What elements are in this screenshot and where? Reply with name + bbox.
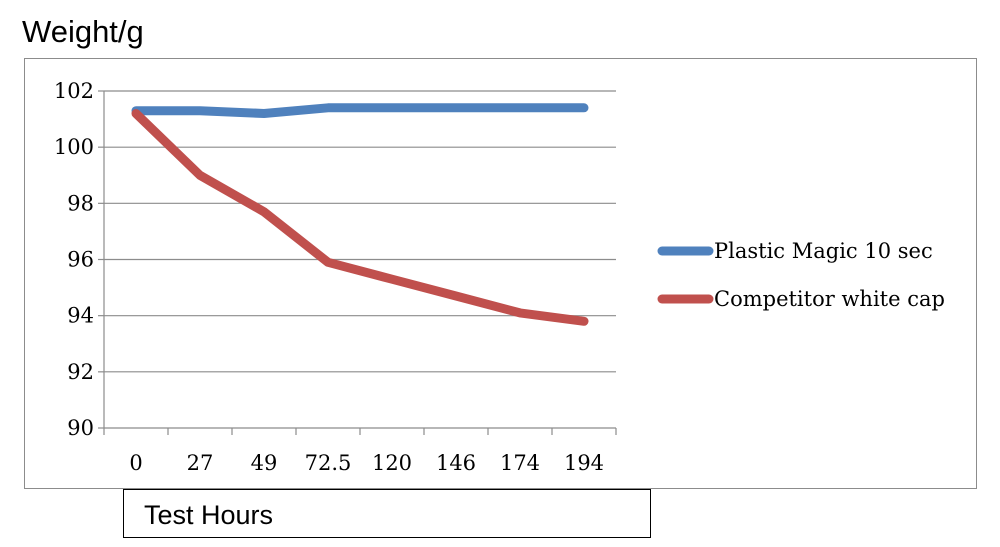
- axes: [98, 90, 617, 435]
- gridlines: [104, 90, 616, 373]
- y-tick-label: 90: [67, 416, 94, 440]
- x-tick-label: 27: [187, 451, 214, 475]
- y-tick-label: 98: [67, 191, 94, 215]
- series-line-1: [131, 103, 589, 118]
- x-tick-label: 49: [251, 451, 278, 475]
- y-tick-labels: 90 92 94 96 98 100 102: [54, 79, 94, 440]
- y-tick-label: 100: [54, 135, 94, 159]
- y-tick-label: 102: [54, 79, 94, 103]
- x-tick-label: 194: [564, 451, 604, 475]
- x-axis-title: Test Hours: [144, 500, 274, 530]
- series-line-2: [131, 109, 589, 326]
- x-tick-labels: 0 27 49 72.5 120 146 174 194: [129, 451, 604, 475]
- y-tick-label: 92: [67, 360, 94, 384]
- x-tick-label: 120: [372, 451, 412, 475]
- legend-label-2: Competitor white cap: [714, 287, 945, 311]
- legend: Plastic Magic 10 sec Competitor white cap: [657, 239, 945, 311]
- x-tick-label: 0: [129, 451, 142, 475]
- x-axis-title-box: Test Hours: [123, 489, 651, 538]
- y-tick-label: 94: [67, 304, 94, 328]
- chart-frame: [24, 58, 977, 489]
- x-tick-label: 146: [436, 451, 476, 475]
- y-tick-label: 96: [67, 248, 94, 272]
- x-tick-label: 72.5: [305, 451, 352, 475]
- y-axis-title: Weight/g: [22, 14, 144, 49]
- x-tick-label: 174: [500, 451, 540, 475]
- series-lines: [131, 103, 589, 326]
- legend-label-1: Plastic Magic 10 sec: [714, 239, 933, 263]
